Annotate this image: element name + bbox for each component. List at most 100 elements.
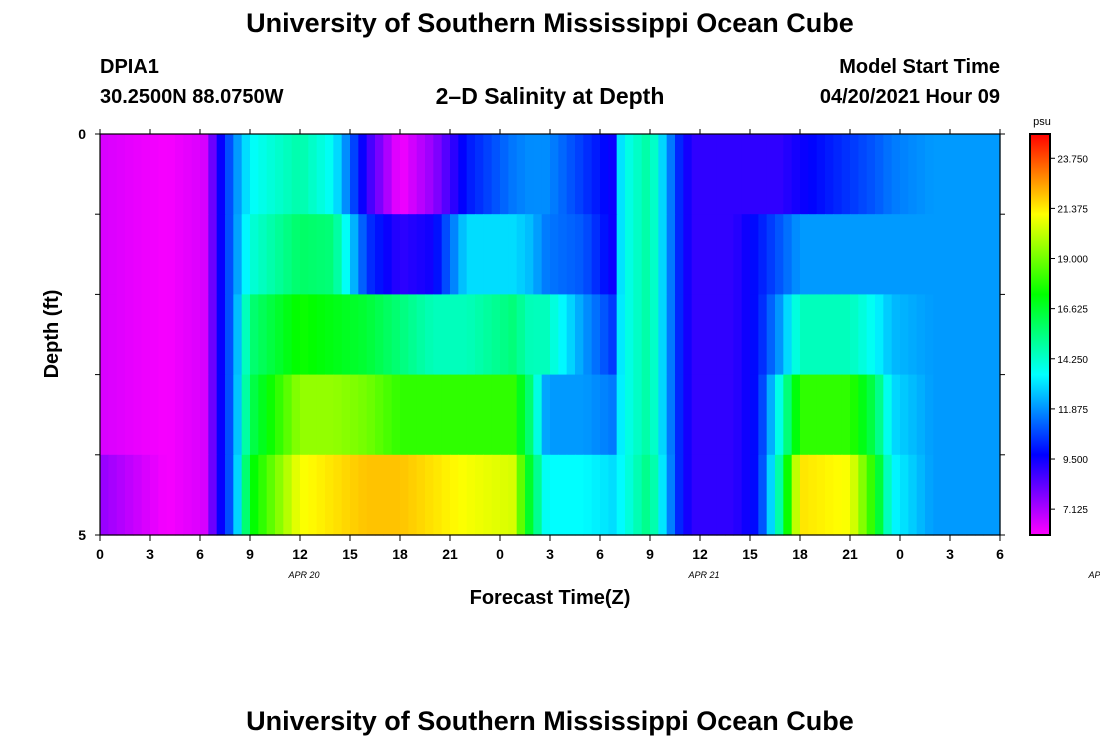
heatmap-cell xyxy=(166,134,176,215)
heatmap-cell xyxy=(500,294,509,376)
heatmap-cell xyxy=(158,134,168,215)
x-tick-label: 6 xyxy=(996,546,1004,562)
heatmap-cell xyxy=(275,134,284,215)
heatmap-cell xyxy=(216,294,226,376)
heatmap-cell xyxy=(433,454,443,536)
heatmap-cell xyxy=(358,214,368,295)
heatmap-cell xyxy=(958,374,968,456)
heatmap-cell xyxy=(566,214,576,295)
heatmap-cell xyxy=(983,214,993,295)
heatmap-cell xyxy=(116,374,126,456)
heatmap-cell xyxy=(775,294,784,376)
heatmap-cell xyxy=(741,374,751,456)
heatmap-cell xyxy=(383,454,393,536)
heatmap-cell xyxy=(550,294,559,376)
heatmap-cell xyxy=(100,374,109,456)
heatmap-cell xyxy=(633,294,643,376)
heatmap-cell xyxy=(216,454,226,536)
heatmap-cell xyxy=(225,134,234,215)
heatmap-cell xyxy=(850,374,859,456)
heatmap-cell xyxy=(241,134,251,215)
heatmap-cell xyxy=(100,134,109,215)
heatmap-cell xyxy=(116,214,126,295)
heatmap-cell xyxy=(333,374,343,456)
heatmap-cell xyxy=(108,294,118,376)
x-tick-label: 15 xyxy=(742,546,758,562)
heatmap-cell xyxy=(425,134,434,215)
heatmap-cell xyxy=(583,454,593,536)
heatmap-cell xyxy=(433,214,443,295)
heatmap-cell xyxy=(225,214,234,295)
heatmap-cell xyxy=(891,454,901,536)
heatmap-cell xyxy=(933,454,943,536)
heatmap-cell xyxy=(575,294,584,376)
heatmap-cell xyxy=(875,294,884,376)
heatmap-cell xyxy=(591,454,601,536)
heatmap-cell xyxy=(375,134,384,215)
heatmap-cell xyxy=(258,134,268,215)
heatmap-cell xyxy=(966,214,976,295)
heatmap-cell xyxy=(375,294,384,376)
heatmap-cell xyxy=(583,214,593,295)
heatmap-cell xyxy=(816,134,826,215)
heatmap-cell xyxy=(575,134,584,215)
heatmap-cell xyxy=(258,374,268,456)
heatmap-cell xyxy=(450,454,459,536)
heatmap-cell xyxy=(733,134,743,215)
heatmap-cell xyxy=(725,134,734,215)
heatmap-cell xyxy=(366,374,376,456)
heatmap-cell xyxy=(941,374,951,456)
heatmap-cell xyxy=(166,454,176,536)
heatmap-cell xyxy=(191,134,201,215)
heatmap-cell xyxy=(600,374,609,456)
heatmap-cell xyxy=(650,214,659,295)
heatmap-cell xyxy=(925,374,934,456)
heatmap-cell xyxy=(591,374,601,456)
footer-title: University of Southern Mississippi Ocean… xyxy=(246,706,854,736)
heatmap-cell xyxy=(766,374,776,456)
heatmap-cell xyxy=(491,134,501,215)
heatmap-cell xyxy=(466,454,476,536)
heatmap-cell xyxy=(150,454,159,536)
heatmap-cell xyxy=(750,214,759,295)
heatmap-cell xyxy=(716,134,726,215)
heatmap-cell xyxy=(566,374,576,456)
heatmap-cell xyxy=(716,294,726,376)
heatmap-cell xyxy=(816,454,826,536)
heatmap-cell xyxy=(575,214,584,295)
heatmap-cell xyxy=(333,214,343,295)
x-tick-label: 6 xyxy=(596,546,604,562)
heatmap-cell xyxy=(508,294,518,376)
heatmap-cell xyxy=(400,374,409,456)
heatmap-cell xyxy=(408,294,418,376)
heatmap-cell xyxy=(825,374,834,456)
heatmap-cell xyxy=(175,374,184,456)
heatmap-cell xyxy=(975,294,984,376)
heatmap-cell xyxy=(483,294,493,376)
heatmap-cell xyxy=(641,294,651,376)
heatmap-cell xyxy=(900,454,909,536)
heatmap-cell xyxy=(391,214,401,295)
heatmap-cell xyxy=(683,454,693,536)
heatmap-cell xyxy=(858,214,868,295)
heatmap-cell xyxy=(900,294,909,376)
heatmap-cell xyxy=(658,374,668,456)
heatmap-cell xyxy=(550,374,559,456)
heatmap-cell xyxy=(700,294,709,376)
heatmap-cell xyxy=(858,374,868,456)
heatmap-cell xyxy=(116,294,126,376)
colorbar-tick-label: 16.625 xyxy=(1057,305,1088,316)
heatmap-cell xyxy=(850,214,859,295)
heatmap-cell xyxy=(508,454,518,536)
y-axis-label: Depth (ft) xyxy=(41,290,63,379)
heatmap-cell xyxy=(775,134,784,215)
x-axis-label: Forecast Time(Z) xyxy=(470,587,631,609)
heatmap-cell xyxy=(850,294,859,376)
heatmap-cell xyxy=(633,454,643,536)
heatmap-cell xyxy=(916,374,926,456)
heatmap-cell xyxy=(833,374,843,456)
heatmap-cell xyxy=(325,374,334,456)
heatmap-cell xyxy=(183,294,193,376)
heatmap-cell xyxy=(141,374,151,456)
heatmap-cell xyxy=(983,294,993,376)
